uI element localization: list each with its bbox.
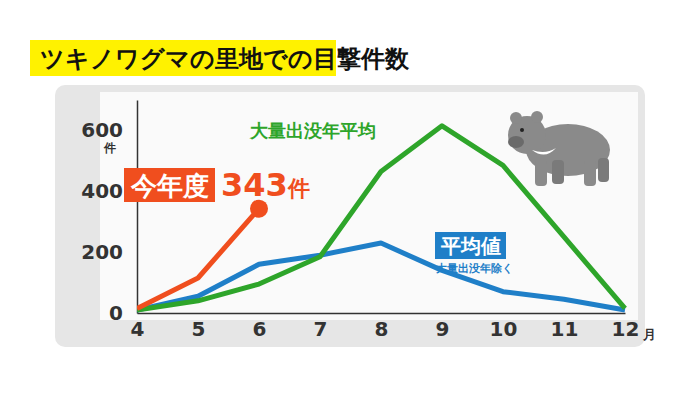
x-tick-label: 5 <box>192 317 206 341</box>
series-name: 大量出没年平均 <box>249 120 376 141</box>
series-name-box <box>124 168 215 202</box>
x-tick: 9 <box>436 313 450 341</box>
y-axis-label: 件 <box>103 141 116 155</box>
x-tick-label: 6 <box>253 317 267 341</box>
y-tick-label: 400 <box>81 179 123 203</box>
y-axis: 0 200 400 600 <box>81 101 137 325</box>
y-tick: 600 <box>81 118 137 142</box>
plot-marks <box>137 126 625 310</box>
x-tick-label: 4 <box>131 317 145 341</box>
y-tick-label: 200 <box>81 240 123 264</box>
y-tick-label: 0 <box>109 301 123 325</box>
x-tick-label: 10 <box>490 317 518 341</box>
x-tick-label: 7 <box>314 317 328 341</box>
x-tick-label: 8 <box>375 317 389 341</box>
plot-texts: 今年度 343件 大量出没年平均平均値大量出没年除く <box>124 120 513 275</box>
y-tick: 200 <box>81 240 137 264</box>
x-tick: 12 <box>612 313 640 341</box>
series-name: 今年度 <box>130 171 209 201</box>
series-name-box <box>435 232 506 259</box>
bear-icon <box>508 111 610 186</box>
x-axis-label: 月 <box>642 327 656 342</box>
x-tick: 8 <box>375 313 389 341</box>
y-axis-line <box>137 101 139 314</box>
series-note: 大量出没年除く <box>436 262 513 275</box>
panel <box>55 85 645 347</box>
x-tick-label: 12 <box>612 317 640 341</box>
series-line <box>137 209 259 309</box>
series-name: 平均値 <box>440 234 501 258</box>
x-axis-line <box>138 313 626 315</box>
x-tick: 5 <box>192 313 206 341</box>
y-tick-label: 600 <box>81 118 123 142</box>
chart-svg: ツキノワグマの里地での目撃件数 0 200 400 600 4 5 6 7 8 9 10 11 12 件月 今… <box>0 0 700 393</box>
x-tick: 10 <box>490 313 518 341</box>
x-tick: 6 <box>253 313 267 341</box>
x-axis: 4 5 6 7 8 9 10 11 12 <box>131 313 640 341</box>
series-line <box>137 126 625 310</box>
x-tick: 11 <box>551 313 579 341</box>
title: ツキノワグマの里地での目撃件数 <box>40 45 410 73</box>
plot-background <box>100 92 638 320</box>
x-tick: 7 <box>314 313 328 341</box>
x-tick-label: 9 <box>436 317 450 341</box>
data-label: 343件 <box>221 166 310 204</box>
x-tick-label: 11 <box>551 317 579 341</box>
x-tick: 4 <box>131 313 145 341</box>
